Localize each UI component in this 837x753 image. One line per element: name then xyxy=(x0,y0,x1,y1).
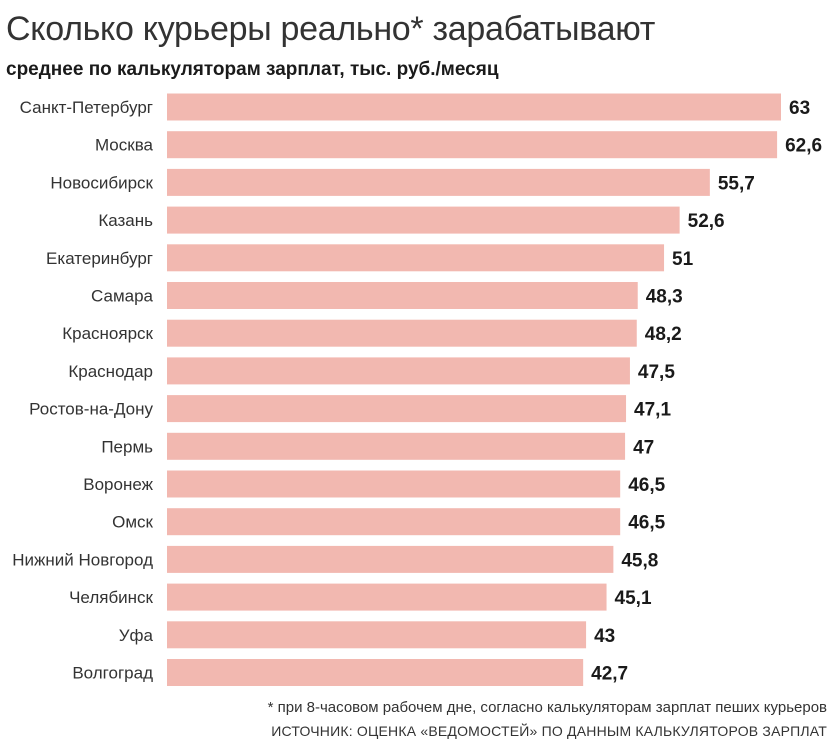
category-label: Уфа xyxy=(119,626,154,645)
category-label: Самара xyxy=(91,287,154,306)
category-label: Омск xyxy=(112,513,153,532)
value-label: 55,7 xyxy=(718,173,755,194)
bar xyxy=(167,508,621,536)
bar xyxy=(167,621,587,649)
footnote: * при 8-часовом рабочем дне, согласно ка… xyxy=(267,699,827,716)
value-label: 48,3 xyxy=(646,287,683,308)
value-label: 43 xyxy=(594,626,615,647)
bar xyxy=(167,583,607,611)
value-label: 47,5 xyxy=(638,362,675,383)
category-label: Краснодар xyxy=(68,362,153,381)
value-label: 63 xyxy=(789,98,810,119)
value-label: 42,7 xyxy=(591,664,628,685)
category-label: Казань xyxy=(98,211,153,230)
bar xyxy=(167,470,621,498)
value-label: 62,6 xyxy=(785,136,822,157)
value-label: 46,5 xyxy=(628,475,665,496)
value-label: 45,1 xyxy=(615,588,652,609)
value-label: 47,1 xyxy=(634,400,671,421)
value-label: 45,8 xyxy=(621,550,658,571)
category-label: Екатеринбург xyxy=(46,249,153,268)
bar xyxy=(167,432,626,460)
bar xyxy=(167,244,665,272)
bar xyxy=(167,395,627,423)
bar xyxy=(167,282,638,309)
bar xyxy=(167,131,778,159)
category-label: Нижний Новгород xyxy=(12,550,153,569)
value-label: 46,5 xyxy=(628,513,665,534)
chart-subtitle: среднее по калькуляторам зарплат, тыс. р… xyxy=(6,59,499,80)
source-note: ИСТОЧНИК: ОЦЕНКА «ВЕДОМОСТЕЙ» ПО ДАННЫМ … xyxy=(271,723,827,739)
category-label: Ростов-на-Дону xyxy=(29,400,153,419)
value-label: 52,6 xyxy=(688,211,725,232)
category-label: Москва xyxy=(95,136,154,155)
category-label: Челябинск xyxy=(69,588,153,607)
category-label: Воронеж xyxy=(83,475,153,494)
category-label: Пермь xyxy=(101,437,153,456)
category-label: Новосибирск xyxy=(50,173,153,192)
value-label: 47 xyxy=(633,437,654,458)
bar-chart: Санкт-Петербург 63 Москва 62,6 Новосибирск 55… xyxy=(12,93,822,686)
bar xyxy=(167,545,614,573)
category-label: Санкт-Петербург xyxy=(20,98,153,117)
category-label: Красноярск xyxy=(62,324,153,343)
value-label: 51 xyxy=(672,249,694,270)
bar xyxy=(167,319,637,347)
bar xyxy=(167,357,630,385)
category-label: Волгоград xyxy=(72,664,153,683)
bar xyxy=(167,168,710,196)
chart-title: Сколько курьеры реально* зарабатывают xyxy=(6,10,655,48)
bar xyxy=(167,93,781,121)
bar xyxy=(167,206,680,234)
value-label: 48,2 xyxy=(645,324,682,345)
bar xyxy=(167,659,584,686)
